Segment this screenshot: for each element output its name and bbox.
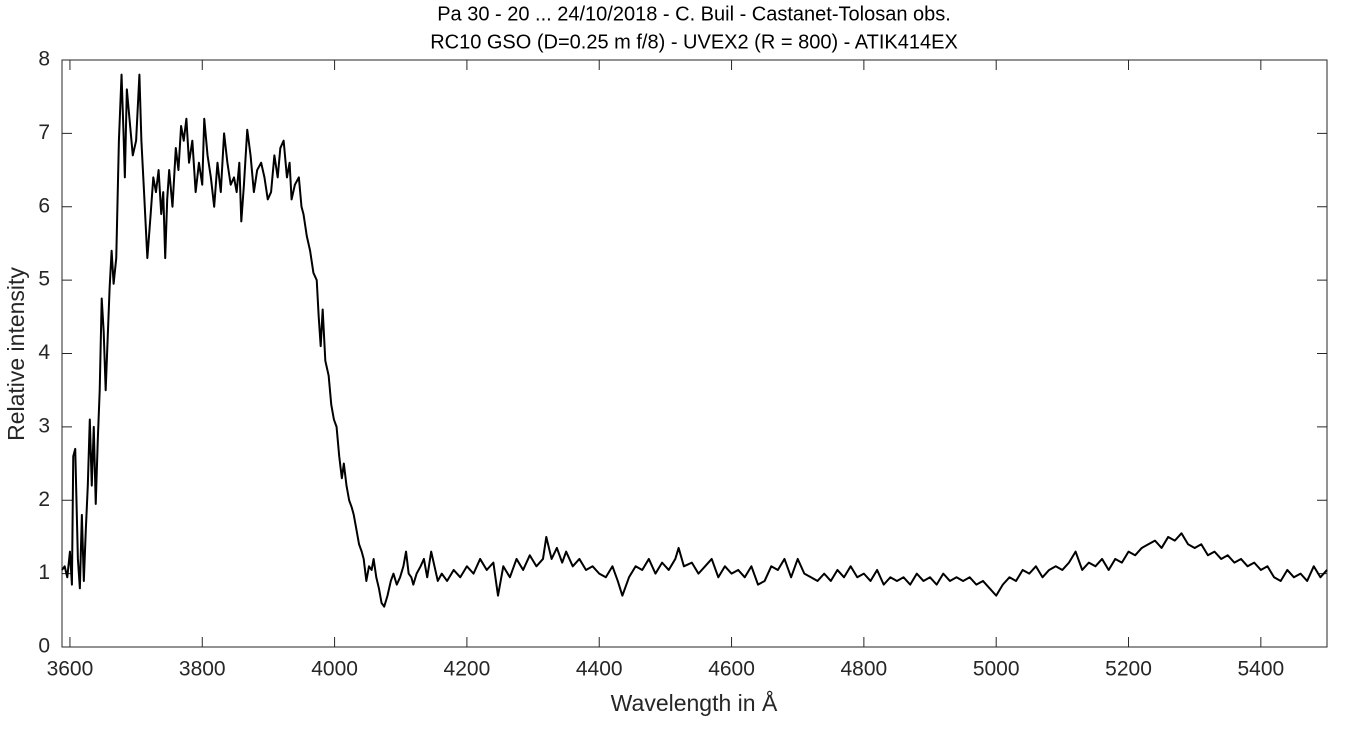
x-tick-label: 4600 xyxy=(708,658,755,681)
chart-title: Pa 30 - 20 ... 24/10/2018 - C. Buil - Ca… xyxy=(437,3,951,25)
x-tick-label: 4400 xyxy=(576,658,623,681)
x-tick-label: 5200 xyxy=(1105,658,1152,681)
x-tick-label: 5400 xyxy=(1237,658,1284,681)
plot-frame xyxy=(61,59,1328,648)
y-tick-label: 8 xyxy=(38,48,50,71)
y-tick-label: 0 xyxy=(38,635,50,658)
y-tick-label: 5 xyxy=(38,268,50,291)
y-tick-label: 1 xyxy=(38,561,50,584)
x-tick-label: 4200 xyxy=(444,658,491,681)
x-tick-label: 4000 xyxy=(311,658,358,681)
x-tick-label: 3800 xyxy=(179,658,226,681)
y-tick-label: 3 xyxy=(38,414,50,437)
y-tick-label: 7 xyxy=(38,121,50,144)
x-axis-label: Wavelength in Å xyxy=(611,689,778,716)
chart-subtitle: RC10 GSO (D=0.25 m f/8) - UVEX2 (R = 800… xyxy=(430,31,958,53)
x-tick-label: 3600 xyxy=(47,658,94,681)
y-tick-label: 2 xyxy=(38,488,50,511)
y-axis-label: Relative intensity xyxy=(3,267,29,441)
y-tick-label: 6 xyxy=(38,194,50,217)
x-tick-label: 5000 xyxy=(973,658,1020,681)
y-tick-label: 4 xyxy=(38,341,50,364)
x-tick-label: 4800 xyxy=(841,658,888,681)
spectrum-line xyxy=(61,73,1328,608)
